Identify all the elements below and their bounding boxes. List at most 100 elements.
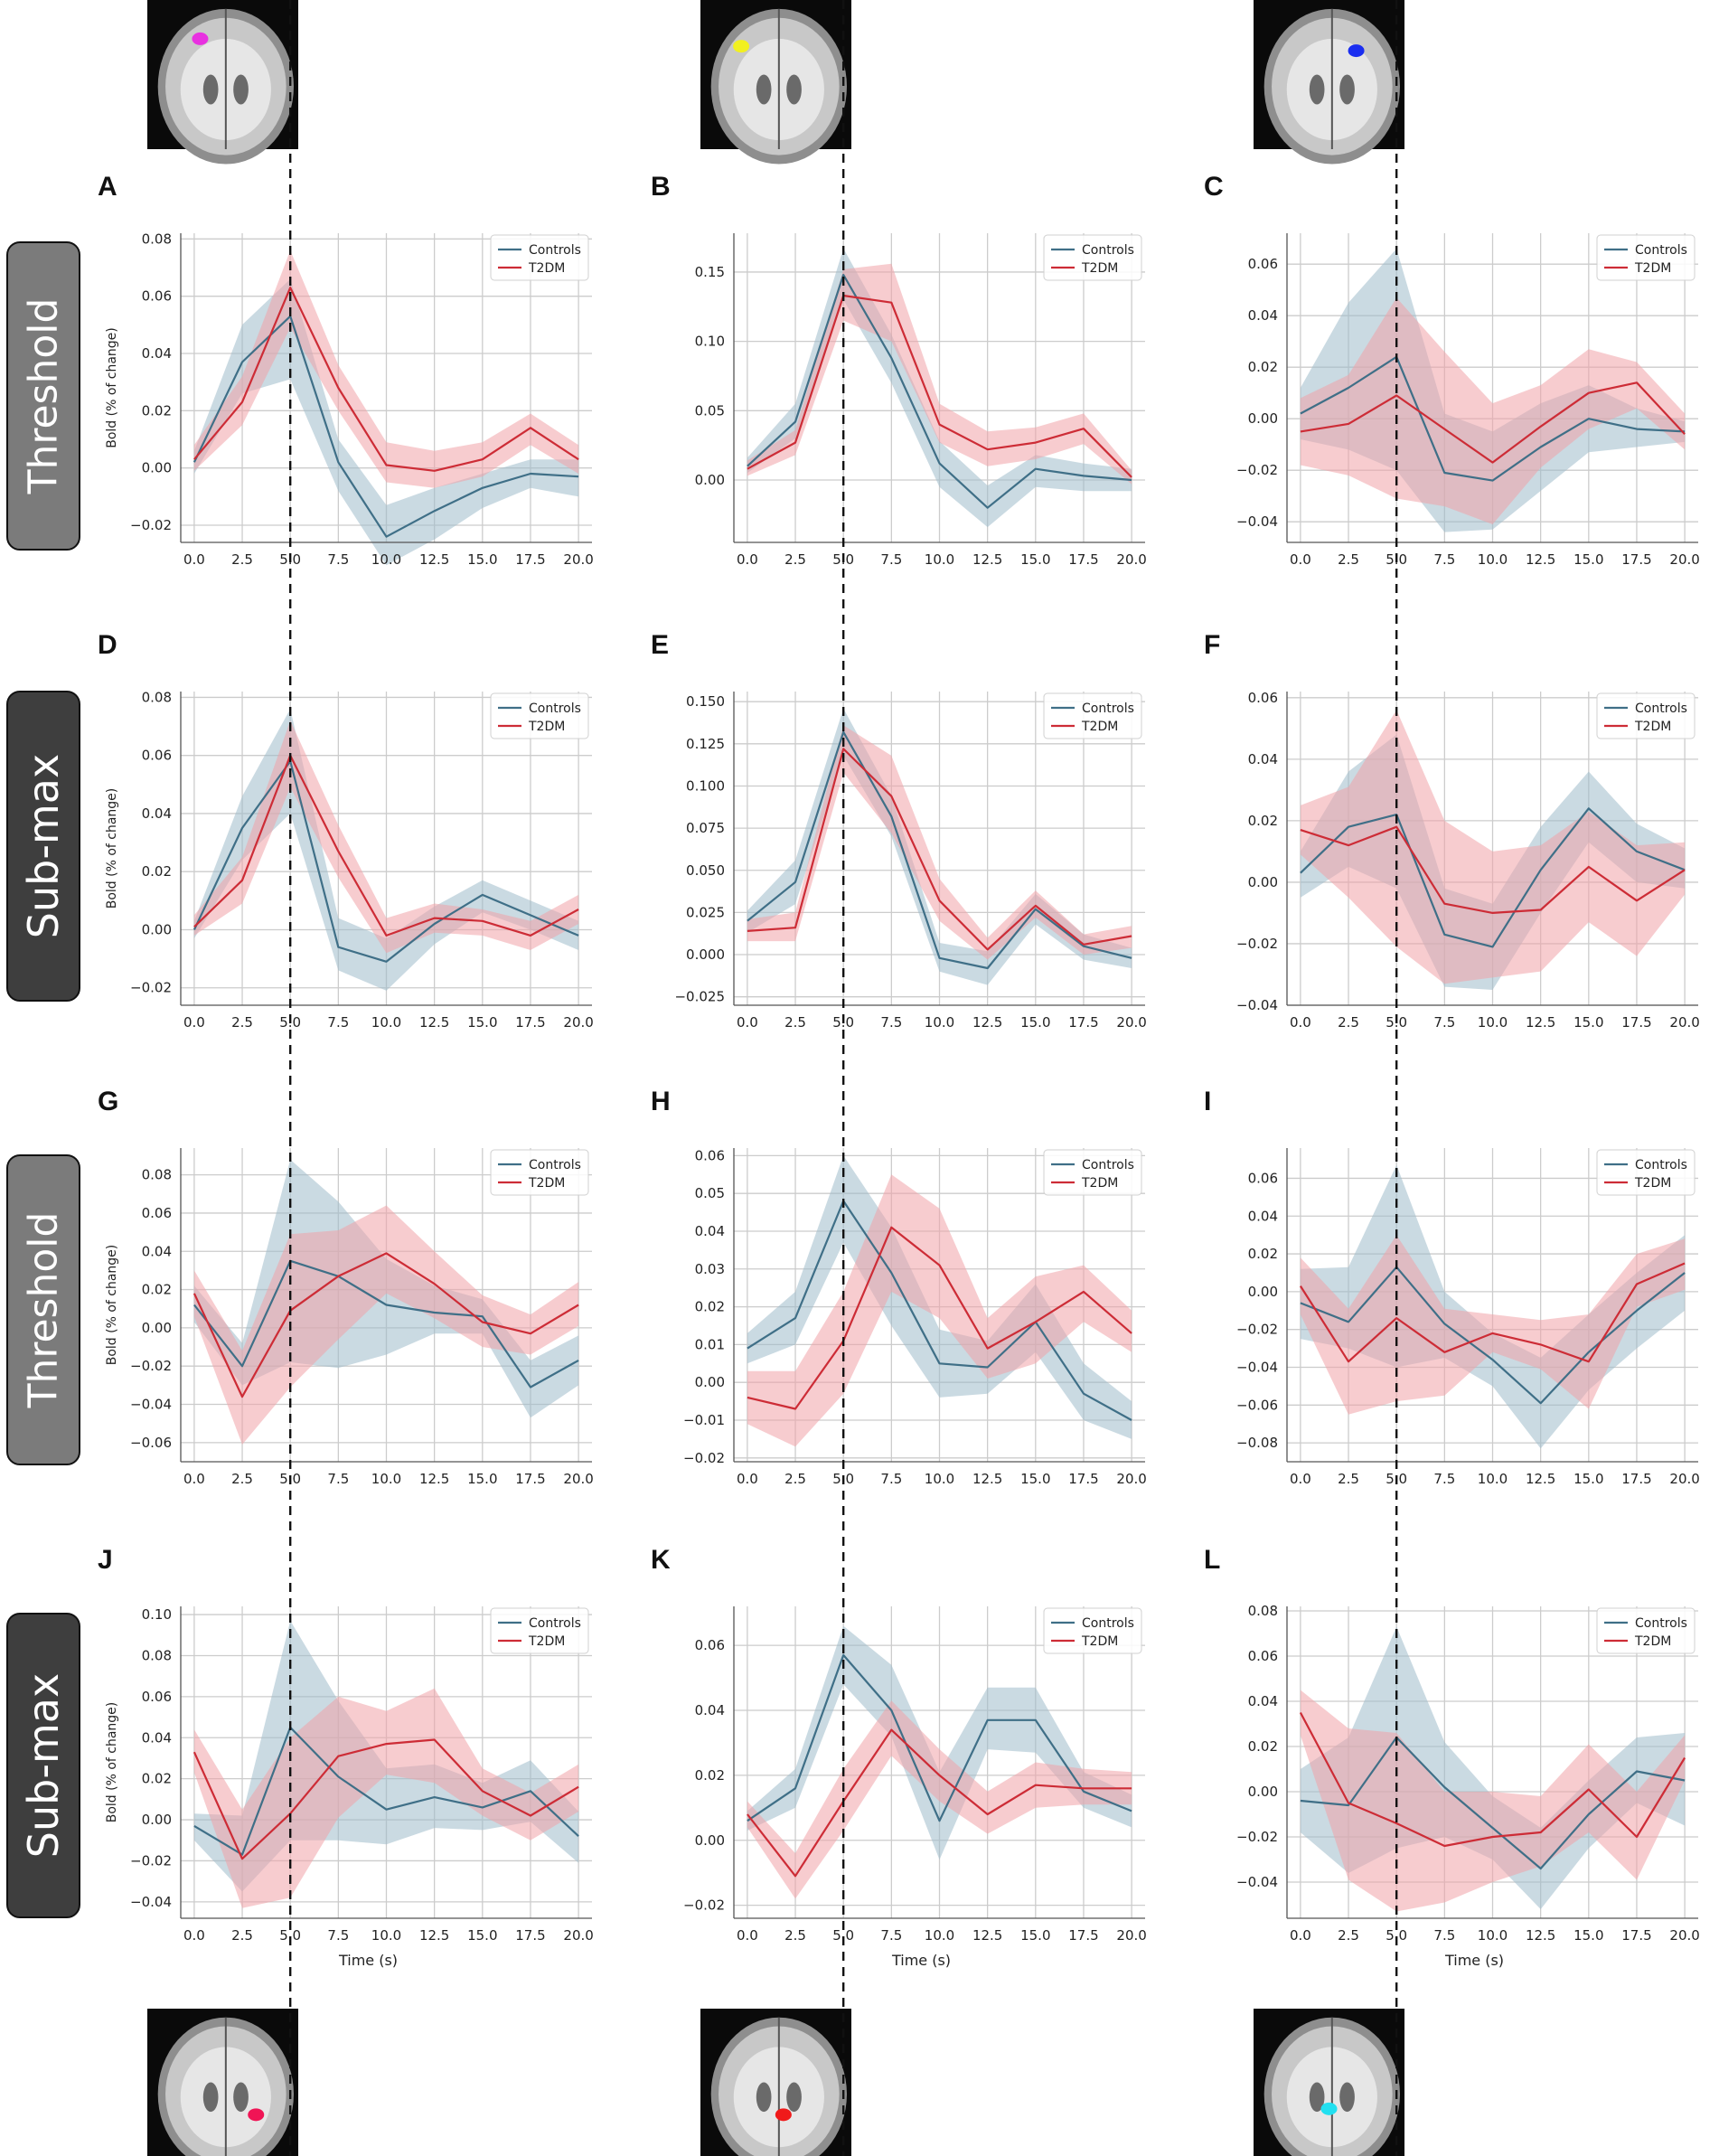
legend: Controls T2DM bbox=[1596, 1607, 1696, 1654]
legend-entry: T2DM bbox=[528, 261, 565, 276]
series-line-t2dm bbox=[1299, 1711, 1686, 1848]
row-label-box bbox=[6, 1613, 80, 1918]
y-tick-label: 0.100 bbox=[686, 777, 725, 794]
y-tick-label: 0.04 bbox=[1248, 1208, 1278, 1224]
series-line-controls bbox=[193, 1726, 579, 1856]
legend-box bbox=[490, 1149, 589, 1196]
series-line-controls bbox=[1300, 1266, 1686, 1405]
legend-entry: Controls bbox=[529, 1616, 581, 1631]
y-tick-label: 0.06 bbox=[142, 1205, 172, 1221]
y-tick-label: 0.06 bbox=[1248, 256, 1278, 272]
legend: Controls T2DM bbox=[490, 692, 589, 739]
x-axis-label: Time (s) bbox=[891, 1952, 951, 1969]
x-tick-label: 7.5 bbox=[1433, 1927, 1455, 1944]
legend-box bbox=[1596, 1149, 1696, 1196]
x-tick-label: 7.5 bbox=[880, 1014, 902, 1031]
series-line-controls bbox=[193, 1259, 579, 1389]
series-line-t2dm bbox=[193, 754, 579, 937]
legend-entry: T2DM bbox=[1634, 1176, 1671, 1191]
x-tick-label: 12.5 bbox=[1526, 1927, 1555, 1944]
x-tick-label: 12.5 bbox=[1526, 551, 1555, 568]
series-line-controls bbox=[747, 1200, 1132, 1421]
y-tick-label: 0.075 bbox=[686, 820, 725, 836]
y-tick-label: 0.05 bbox=[695, 402, 725, 419]
y-tick-label: 0.02 bbox=[695, 1767, 725, 1784]
x-tick-label: 15.0 bbox=[467, 1014, 497, 1031]
legend-box bbox=[490, 692, 589, 739]
y-tick-label: 0.06 bbox=[142, 748, 172, 764]
legend: Controls T2DM bbox=[1043, 1149, 1142, 1196]
x-tick-label: 0.0 bbox=[737, 1927, 758, 1944]
legend: Controls T2DM bbox=[1596, 234, 1696, 281]
y-tick-label: −0.02 bbox=[683, 1897, 725, 1914]
y-tick-label: 0.04 bbox=[142, 1729, 172, 1746]
y-tick-label: 0.00 bbox=[1248, 1784, 1278, 1800]
y-tick-label: 0.00 bbox=[695, 1374, 725, 1390]
legend-entry: Controls bbox=[529, 243, 581, 258]
y-tick-label: 0.00 bbox=[1248, 874, 1278, 890]
series-line-controls bbox=[193, 315, 579, 538]
panel-letter: B bbox=[651, 172, 671, 202]
y-tick-label: 0.04 bbox=[142, 1243, 172, 1259]
row-label-text: Sub-max bbox=[19, 754, 68, 938]
y-tick-label: 0.150 bbox=[686, 693, 725, 710]
y-tick-label: 0.06 bbox=[1248, 1648, 1278, 1664]
x-tick-label: 20.0 bbox=[1669, 1471, 1699, 1487]
x-tick-label: 7.5 bbox=[880, 1471, 902, 1487]
brain-ventricle bbox=[756, 2082, 772, 2113]
legend-entry: Controls bbox=[1635, 1158, 1687, 1172]
x-tick-label: 7.5 bbox=[1433, 1014, 1455, 1031]
y-tick-label: 0.000 bbox=[686, 946, 725, 963]
confidence-band-t2dm bbox=[747, 1174, 1132, 1447]
x-tick-label: 17.5 bbox=[1621, 551, 1651, 568]
series-line-controls bbox=[747, 273, 1132, 509]
x-tick-label: 20.0 bbox=[1116, 1014, 1146, 1031]
x-tick-label: 10.0 bbox=[371, 1014, 401, 1031]
x-tick-label: 20.0 bbox=[563, 551, 593, 568]
x-tick-label: 17.5 bbox=[515, 1471, 545, 1487]
y-tick-label: 0.00 bbox=[142, 921, 172, 937]
y-tick-label: 0.04 bbox=[695, 1702, 725, 1718]
confidence-band-controls bbox=[193, 278, 579, 566]
x-tick-label: 2.5 bbox=[1338, 1014, 1359, 1031]
y-tick-label: 0.02 bbox=[695, 1299, 725, 1315]
y-tick-label: −0.02 bbox=[1236, 462, 1278, 478]
y-tick-label: −0.04 bbox=[1236, 513, 1278, 530]
x-tick-label: 2.5 bbox=[784, 1014, 806, 1031]
legend-entry: T2DM bbox=[1634, 720, 1671, 734]
legend-entry: Controls bbox=[1082, 1616, 1134, 1631]
y-tick-label: −0.08 bbox=[1236, 1435, 1278, 1451]
x-tick-label: 5.0 bbox=[279, 1927, 301, 1944]
y-tick-label: −0.02 bbox=[1236, 1322, 1278, 1338]
y-tick-label: 0.10 bbox=[142, 1606, 172, 1623]
y-tick-label: 0.025 bbox=[686, 904, 725, 920]
y-tick-label: 0.02 bbox=[1248, 359, 1278, 375]
x-tick-label: 12.5 bbox=[972, 551, 1002, 568]
panel-letter: K bbox=[651, 1545, 671, 1575]
series-line-t2dm bbox=[193, 287, 579, 472]
panel-J: J 0.0 2.5 5.0 7.5 10.0 12.5 15.0 17.5 20.0 −0.04 −0… bbox=[98, 1545, 594, 1969]
legend-entry: T2DM bbox=[1081, 1634, 1118, 1649]
x-tick-label: 2.5 bbox=[231, 1471, 253, 1487]
panel-H: H0.02.55.07.510.012.515.017.520.0−0.02−0… bbox=[651, 1087, 1147, 1487]
brain-roi-marker bbox=[248, 2108, 265, 2122]
brain-roi-marker bbox=[775, 2108, 792, 2122]
x-tick-label: 15.0 bbox=[1573, 551, 1603, 568]
x-tick-label: 15.0 bbox=[1020, 551, 1050, 568]
legend-box bbox=[1596, 234, 1696, 281]
y-tick-label: −0.04 bbox=[130, 1397, 172, 1413]
y-tick-label: 0.04 bbox=[695, 1223, 725, 1239]
brain-ventricle bbox=[786, 2082, 802, 2113]
y-tick-label: 0.06 bbox=[695, 1637, 725, 1653]
series-line-controls bbox=[193, 760, 579, 963]
y-tick-label: 0.04 bbox=[142, 345, 172, 362]
x-tick-label: 20.0 bbox=[1116, 1927, 1146, 1944]
y-tick-label: 0.00 bbox=[1248, 410, 1278, 427]
legend-box bbox=[1043, 692, 1142, 739]
confidence-band-t2dm bbox=[747, 263, 1132, 485]
brain-ventricle bbox=[1309, 2082, 1325, 2113]
brain-ventricle bbox=[233, 2082, 249, 2113]
series-line-t2dm bbox=[1300, 825, 1686, 914]
y-tick-label: 0.02 bbox=[1248, 813, 1278, 829]
